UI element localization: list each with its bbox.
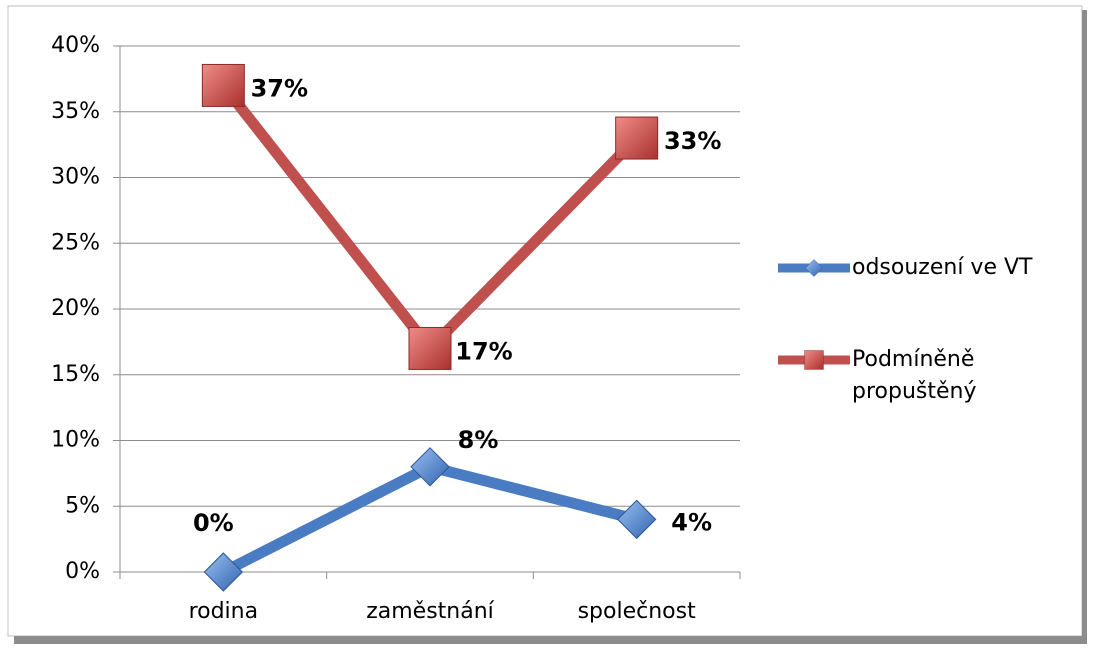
y-tick-label: 15% — [51, 362, 100, 387]
y-tick-label: 35% — [51, 99, 100, 124]
data-label: 33% — [664, 127, 721, 155]
y-tick-label: 20% — [51, 296, 100, 321]
data-label: 8% — [458, 426, 499, 454]
data-label: 17% — [455, 337, 512, 365]
marker — [616, 499, 657, 540]
legend-label: odsouzení ve VT — [852, 255, 1033, 280]
frame-shadow — [1082, 10, 1087, 644]
y-tick-label: 30% — [51, 165, 100, 190]
legend-label: Podmíněně propuštěný — [852, 347, 977, 404]
y-tick-label: 0% — [65, 559, 100, 584]
marker — [805, 259, 823, 277]
data-label: 0% — [193, 509, 234, 537]
y-tick-label: 5% — [65, 493, 100, 518]
marker — [203, 552, 244, 592]
marker — [410, 447, 450, 487]
y-tick-label: 25% — [51, 230, 100, 255]
x-tick-label: společnost — [578, 599, 696, 624]
frame-shadow — [14, 636, 1086, 644]
x-tick-label: zaměstnání — [366, 599, 494, 624]
marker — [615, 116, 659, 160]
y-tick-label: 40% — [51, 33, 100, 58]
marker — [408, 326, 452, 370]
data-label: 4% — [671, 508, 712, 536]
x-tick-label: rodina — [189, 599, 259, 624]
data-label: 37% — [251, 74, 308, 102]
marker — [804, 350, 824, 370]
marker — [201, 63, 245, 107]
y-tick-label: 10% — [51, 428, 100, 453]
chart-frame — [7, 5, 1083, 637]
